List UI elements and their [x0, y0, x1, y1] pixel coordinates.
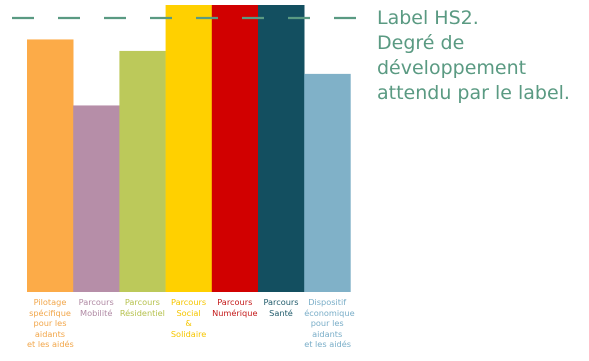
category-label-line: Dispositif [308, 297, 347, 307]
category-label-line: Parcours [263, 297, 299, 307]
bar-3 [119, 50, 166, 292]
bar-4 [165, 5, 213, 292]
category-label-2: Parcours Mobilité [73, 297, 119, 318]
reference-label-line: attendu par le label. [377, 82, 570, 104]
category-label-line: & [185, 318, 192, 329]
bar-2 [73, 105, 120, 292]
bar-6 [258, 5, 305, 292]
category-label-1: Pilotage spécifique pour les aidants et les … [27, 297, 74, 350]
category-label-line: pour les [310, 318, 344, 329]
category-label-line: Santé [269, 307, 293, 318]
category-label-line: Social [176, 307, 201, 318]
bar-1 [27, 39, 74, 292]
category-label-line: aidants [312, 328, 343, 339]
reference-label-line: Label HS2. [377, 7, 479, 29]
reference-label-line: développement [377, 57, 527, 79]
category-label-line: Parcours [124, 297, 160, 307]
category-label-4: Parcours Social & Solidaire [166, 297, 212, 339]
category-label-3: Parcours Résidentiel [119, 297, 165, 318]
category-label-line: Résidentiel [119, 307, 165, 318]
bar-5 [211, 5, 259, 292]
category-label-line: Parcours [217, 297, 253, 307]
category-label-6: Parcours Santé [258, 297, 304, 318]
category-label-line: Pilotage [33, 297, 67, 307]
category-label-line: et les aidés [27, 339, 74, 350]
category-label-line: Mobilité [80, 307, 113, 318]
category-label-line: Parcours [171, 297, 207, 307]
category-label-line: et les aidés [304, 339, 352, 350]
category-label-7: Dispositif économique pour les aidants et le… [304, 297, 355, 350]
category-label-line: économique [304, 307, 355, 318]
category-label-line: Numérique [212, 307, 258, 318]
bars-group [27, 5, 351, 292]
reference-line-label: Label HS2. Degré de développement attendu p… [377, 6, 582, 106]
category-label-line: spécifique [29, 307, 71, 318]
category-label-line: aidants [34, 328, 66, 339]
category-label-line: pour les [33, 318, 67, 329]
reference-label-line: Degré de [377, 32, 465, 54]
category-label-line: Parcours [78, 297, 114, 307]
bar-7 [304, 73, 351, 292]
category-label-5: Parcours Numérique [212, 297, 258, 318]
category-label-line: Solidaire [170, 328, 207, 339]
